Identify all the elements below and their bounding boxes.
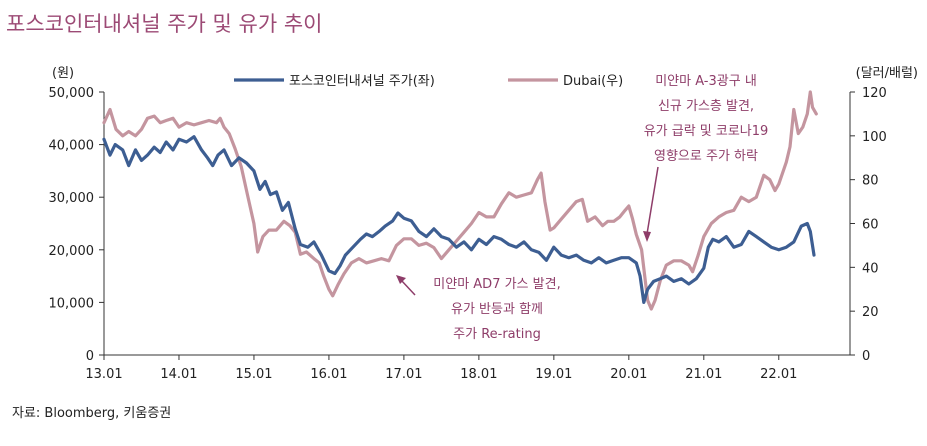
legend: 포스코인터내셔널 주가(좌) Dubai(우) bbox=[234, 74, 623, 89]
annotation-arrowhead-covid bbox=[643, 231, 651, 242]
right-axis-unit: (달러/배럴) bbox=[856, 66, 918, 81]
x-tick-label: 15.01 bbox=[235, 367, 272, 382]
annotation-arrow-ad7 bbox=[400, 279, 416, 296]
annotation-covid-line: 미얀마 A-3광구 내 bbox=[655, 74, 757, 89]
legend-label-stock: 포스코인터내셔널 주가(좌) bbox=[289, 74, 435, 89]
left-tick-label: 10,000 bbox=[49, 296, 95, 311]
source-note: 자료: Bloomberg, 키움증권 bbox=[12, 406, 172, 421]
annotations: 미얀마 A-3광구 내신규 가스층 발견, 유가 급락 및 코로나19 영향으로 주… bbox=[396, 74, 768, 342]
right-tick-label: 120 bbox=[862, 86, 887, 101]
annotation-ad7-line: 미얀마 AD7 가스 발견, bbox=[433, 277, 560, 292]
x-tick-label: 13.01 bbox=[85, 367, 122, 382]
right-tick-label: 0 bbox=[862, 349, 870, 364]
series-layer bbox=[102, 90, 818, 311]
right-tick-label: 60 bbox=[862, 218, 879, 233]
x-tick-label: 22.01 bbox=[760, 367, 797, 382]
right-tick-label: 100 bbox=[862, 130, 887, 145]
annotation-ad7-line: 유가 반등과 함께 bbox=[451, 302, 543, 317]
left-tick-label: 40,000 bbox=[49, 139, 95, 154]
x-tick-label: 19.01 bbox=[535, 367, 572, 382]
right-axis: (달러/배럴) 0 20 40 60 80 100 120 bbox=[850, 66, 918, 364]
annotation-arrow-covid bbox=[646, 166, 659, 235]
x-tick-label: 17.01 bbox=[385, 367, 422, 382]
annotation-ad7-line: 주가 Re-rating bbox=[453, 327, 541, 342]
left-tick-label: 30,000 bbox=[49, 191, 95, 206]
annotation-arrowhead-ad7 bbox=[396, 275, 406, 284]
annotation-covid-line: 유가 급락 및 코로나19 bbox=[644, 124, 769, 139]
right-tick-label: 80 bbox=[862, 174, 879, 189]
legend-label-dubai: Dubai(우) bbox=[563, 74, 623, 89]
dubai-oil-line bbox=[102, 90, 818, 311]
x-tick-label: 21.01 bbox=[685, 367, 722, 382]
x-tick-label: 16.01 bbox=[310, 367, 347, 382]
left-tick-label: 20,000 bbox=[49, 244, 95, 259]
stock-price-line bbox=[102, 135, 816, 304]
left-tick-label: 50,000 bbox=[49, 86, 95, 101]
x-tick-label: 18.01 bbox=[460, 367, 497, 382]
left-tick-label: 0 bbox=[86, 349, 94, 364]
chart-title: 포스코인터내셔널 주가 및 유가 추이 bbox=[6, 12, 323, 36]
annotation-covid-line: 신규 가스층 발견, bbox=[658, 99, 754, 114]
right-tick-label: 20 bbox=[862, 305, 879, 320]
x-axis: 13.01 14.01 15.01 16.01 17.01 18.01 19.01 20.01… bbox=[85, 355, 797, 382]
right-tick-label: 40 bbox=[862, 261, 879, 276]
x-tick-label: 14.01 bbox=[160, 367, 197, 382]
left-axis-unit: (원) bbox=[52, 66, 74, 81]
x-tick-label: 20.01 bbox=[610, 367, 647, 382]
annotation-covid-line: 영향으로 주가 하락 bbox=[654, 149, 758, 164]
left-axis: (원) 0 10,000 20,000 30,000 40,000 50,000 bbox=[49, 66, 104, 364]
